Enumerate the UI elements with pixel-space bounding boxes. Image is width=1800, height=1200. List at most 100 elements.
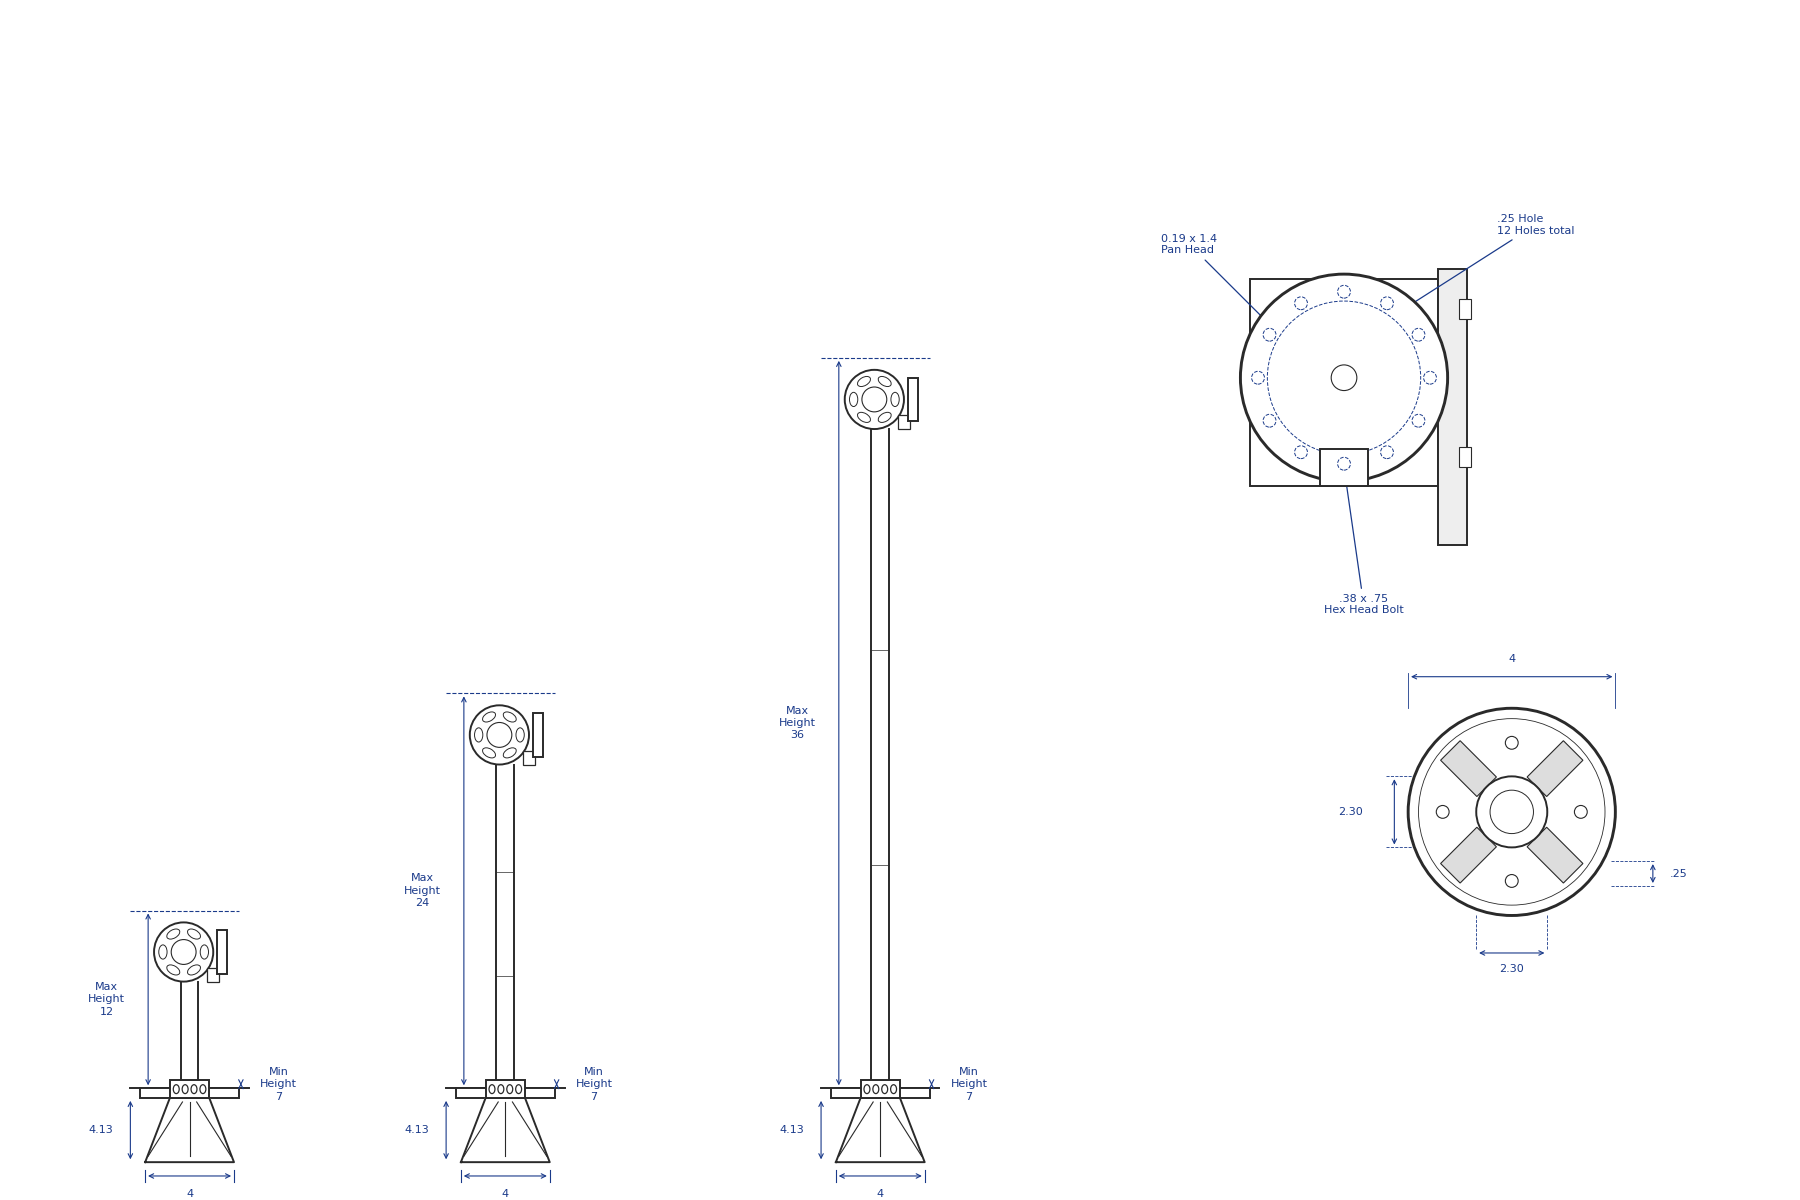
Polygon shape [1526, 740, 1582, 797]
Polygon shape [146, 1098, 234, 1162]
Text: 2.30: 2.30 [1339, 806, 1363, 817]
Bar [898, 415, 909, 430]
Circle shape [1240, 274, 1447, 481]
Circle shape [862, 388, 887, 412]
Text: 4: 4 [1508, 654, 1516, 664]
Polygon shape [180, 982, 198, 1080]
Circle shape [1436, 805, 1449, 818]
Ellipse shape [857, 413, 871, 422]
Circle shape [1505, 737, 1517, 749]
Ellipse shape [482, 748, 495, 758]
Ellipse shape [515, 1085, 522, 1093]
Text: Min
Height
7: Min Height 7 [576, 1067, 612, 1102]
Ellipse shape [482, 712, 495, 722]
Circle shape [1337, 457, 1350, 470]
Text: Min
Height
7: Min Height 7 [950, 1067, 988, 1102]
Bar [207, 967, 220, 982]
Ellipse shape [182, 1085, 187, 1093]
Bar [533, 713, 544, 757]
Circle shape [1411, 329, 1426, 341]
Polygon shape [1440, 827, 1496, 883]
Text: Max
Height
36: Max Height 36 [779, 706, 815, 740]
Polygon shape [497, 764, 515, 1080]
Text: 4: 4 [185, 1189, 193, 1199]
Ellipse shape [857, 377, 871, 386]
Ellipse shape [490, 1085, 495, 1093]
Circle shape [1381, 296, 1393, 310]
Circle shape [171, 940, 196, 965]
Ellipse shape [191, 1085, 196, 1093]
Ellipse shape [200, 1085, 205, 1093]
Text: 4.13: 4.13 [88, 1126, 113, 1135]
Ellipse shape [499, 1085, 504, 1093]
Ellipse shape [878, 377, 891, 386]
Polygon shape [1526, 827, 1582, 883]
Circle shape [1294, 296, 1307, 310]
Text: .38 x .75
Hex Head Bolt: .38 x .75 Hex Head Bolt [1323, 472, 1404, 616]
Text: Max
Height
24: Max Height 24 [403, 874, 441, 908]
Bar [832, 1088, 929, 1098]
Text: 4: 4 [877, 1189, 884, 1199]
Circle shape [1411, 414, 1426, 427]
Ellipse shape [167, 965, 180, 974]
Circle shape [844, 370, 904, 430]
Polygon shape [835, 1098, 925, 1162]
Ellipse shape [891, 1085, 896, 1093]
Bar [1251, 280, 1438, 486]
Bar [860, 1080, 900, 1098]
Ellipse shape [864, 1085, 869, 1093]
Circle shape [1337, 286, 1350, 298]
Circle shape [1408, 708, 1615, 916]
Circle shape [1505, 875, 1517, 887]
Bar [169, 1080, 209, 1098]
Text: 2.30: 2.30 [1499, 964, 1525, 973]
Ellipse shape [475, 728, 482, 742]
Ellipse shape [873, 1085, 878, 1093]
Polygon shape [871, 430, 889, 1080]
Text: .25: .25 [1670, 869, 1687, 878]
Text: Max
Height
12: Max Height 12 [88, 982, 126, 1016]
Text: Min
Height
7: Min Height 7 [259, 1067, 297, 1102]
Ellipse shape [891, 392, 900, 407]
Ellipse shape [517, 728, 524, 742]
Ellipse shape [882, 1085, 887, 1093]
Circle shape [1490, 790, 1534, 834]
Ellipse shape [504, 712, 517, 722]
Bar [1321, 449, 1368, 486]
Circle shape [488, 722, 511, 748]
Circle shape [1294, 445, 1307, 458]
Bar [1438, 269, 1467, 546]
Circle shape [1381, 445, 1393, 458]
Bar [218, 930, 227, 973]
Ellipse shape [187, 965, 200, 974]
Bar [140, 1088, 239, 1098]
Circle shape [470, 706, 529, 764]
Ellipse shape [158, 944, 167, 959]
Bar [907, 378, 918, 421]
Circle shape [1424, 371, 1436, 384]
Text: 4.13: 4.13 [779, 1126, 805, 1135]
Text: .25 Hole
12 Holes total: .25 Hole 12 Holes total [1402, 214, 1575, 310]
Circle shape [1264, 329, 1276, 341]
Ellipse shape [187, 929, 200, 940]
Circle shape [1251, 371, 1264, 384]
Ellipse shape [850, 392, 859, 407]
Ellipse shape [878, 413, 891, 422]
Ellipse shape [504, 748, 517, 758]
Ellipse shape [167, 929, 180, 940]
Ellipse shape [200, 944, 209, 959]
Bar [1460, 446, 1471, 467]
Text: 4: 4 [502, 1189, 509, 1199]
Text: 4.13: 4.13 [405, 1126, 428, 1135]
Bar [455, 1088, 554, 1098]
Circle shape [1264, 414, 1276, 427]
Ellipse shape [508, 1085, 513, 1093]
Bar [524, 751, 535, 764]
Ellipse shape [173, 1085, 180, 1093]
Circle shape [155, 923, 212, 982]
Polygon shape [1440, 740, 1496, 797]
Circle shape [1575, 805, 1588, 818]
Bar [486, 1080, 526, 1098]
Text: 0.19 x 1.4
Pan Head: 0.19 x 1.4 Pan Head [1161, 234, 1271, 325]
Circle shape [1476, 776, 1548, 847]
